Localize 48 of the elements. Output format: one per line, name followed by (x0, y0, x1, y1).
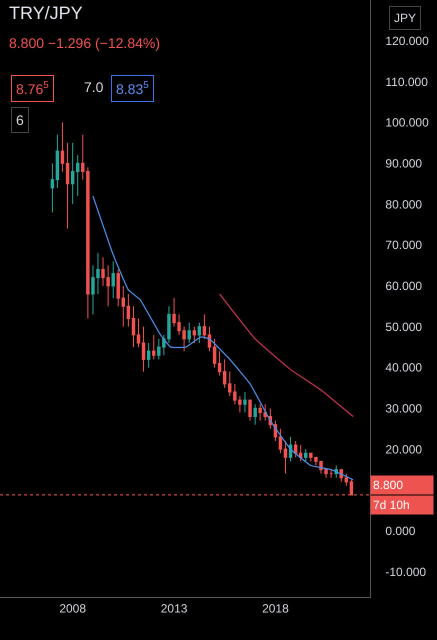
y-tick-label: 60.000 (385, 279, 422, 294)
text: 7d 10h (373, 498, 410, 512)
y-tick-label: -10.000 (385, 564, 426, 579)
y-tick-label: 40.000 (385, 360, 422, 375)
text: JPY (394, 11, 416, 25)
candlestick (112, 260, 115, 299)
candlestick (132, 306, 136, 348)
candlestick (253, 404, 257, 426)
candlestick (187, 322, 191, 344)
candlestick (152, 334, 156, 360)
y-tick-label: 80.000 (385, 197, 422, 212)
candlestick (66, 142, 70, 230)
candlestick (136, 318, 140, 348)
candlestick (192, 326, 196, 344)
ref-line-label: 8.800 (373, 478, 404, 492)
y-tick-label: 20.000 (385, 442, 422, 456)
candlestick (202, 314, 206, 340)
annotation: 7.0 (84, 79, 104, 95)
y-tick-label: 90.000 (385, 156, 422, 171)
y-tick-label: 120.000 (385, 34, 430, 48)
candlestick (101, 256, 105, 286)
line-series (218, 293, 354, 418)
y-tick-label: 70.000 (385, 238, 422, 252)
candlestick (288, 436, 292, 462)
x-tick-label: 2008 (59, 601, 86, 616)
candlestick (329, 469, 333, 478)
candlestick (198, 322, 202, 344)
candlestick (146, 342, 150, 368)
y-tick-label: 110.000 (385, 74, 428, 89)
line-series (92, 195, 354, 480)
y-tick-label: 0.000 (385, 524, 416, 538)
text: 8.800 −1.296 (−12.84%) (9, 35, 160, 51)
chart-title: TRY/JPY (9, 3, 83, 23)
x-tick-label: 2018 (262, 601, 290, 616)
y-tick-label: 100.000 (385, 116, 430, 130)
y-tick-label: 30.000 (385, 402, 422, 416)
candlestick (324, 469, 328, 478)
candlestick (248, 400, 252, 422)
y-tick-label: 50.000 (385, 320, 422, 334)
candlestick (142, 326, 146, 372)
candlestick (304, 448, 308, 462)
candlestick (106, 264, 110, 307)
x-tick-label: 2013 (160, 601, 188, 616)
annotation: 6 (16, 112, 24, 128)
annotation: 8.83$^{5}$ (116, 80, 150, 97)
candlestick (243, 392, 247, 413)
candlestick (60, 122, 64, 172)
annotation: 8.76$^{5}$ (16, 80, 50, 97)
